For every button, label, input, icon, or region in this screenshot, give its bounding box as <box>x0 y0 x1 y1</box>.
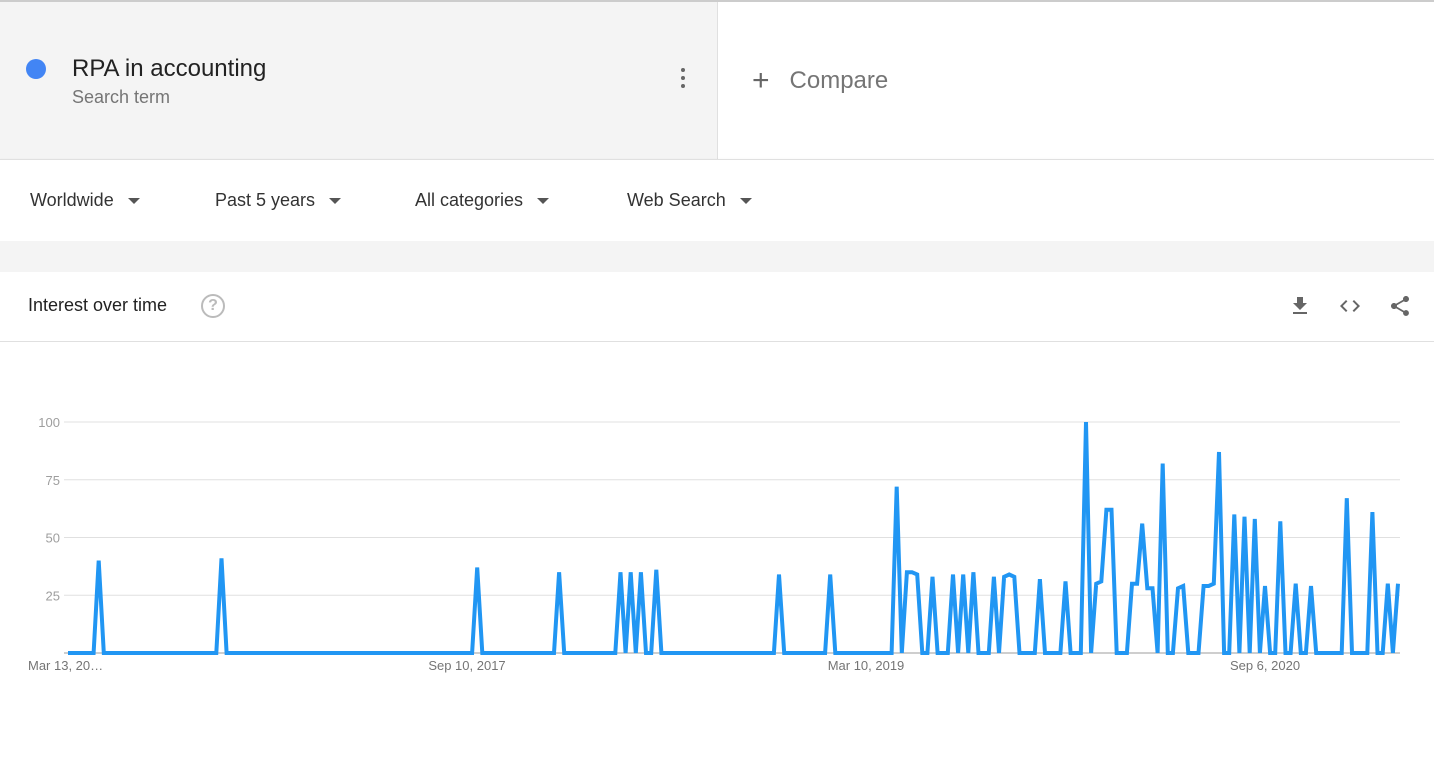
card-title: Interest over time <box>28 295 168 315</box>
search-term-subtitle: Search term <box>72 87 171 107</box>
y-tick-label: 50 <box>46 531 60 546</box>
filter-label: Past 5 years <box>215 190 316 210</box>
search-term-name: RPA in accounting <box>72 55 267 82</box>
dropdown-arrow-icon <box>537 197 550 204</box>
y-tick-label: 75 <box>46 473 60 488</box>
series-color-dot <box>26 59 46 79</box>
filter-bar: Worldwide Past 5 years All categories We… <box>0 159 1434 241</box>
filter-location[interactable]: Worldwide <box>30 190 140 211</box>
dropdown-arrow-icon <box>127 197 140 204</box>
embed-icon[interactable] <box>1338 294 1362 318</box>
y-tick-label: 100 <box>38 415 60 430</box>
interest-over-time-chart: 25 50 75 100 Mar 13, 20… Sep 10, 2017 Mar 10, … <box>28 415 1400 673</box>
x-tick-label: Sep 6, 2020 <box>1230 658 1300 673</box>
x-tick-label: Mar 10, 2019 <box>828 658 905 673</box>
y-tick-label: 25 <box>46 588 60 603</box>
filter-category[interactable]: All categories <box>415 190 550 211</box>
help-icon[interactable]: ? <box>201 294 225 318</box>
filter-search-type[interactable]: Web Search <box>627 190 752 211</box>
top-border <box>0 0 1434 2</box>
x-tick-label: Sep 10, 2017 <box>428 658 505 673</box>
search-term-panel[interactable]: RPA in accounting Search term <box>0 2 718 159</box>
compare-label: Compare <box>789 67 889 94</box>
compare-button[interactable]: + Compare <box>752 64 888 98</box>
filter-label: Worldwide <box>30 190 114 210</box>
dropdown-arrow-icon <box>329 197 342 204</box>
share-icon[interactable] <box>1388 294 1412 318</box>
plus-icon: + <box>752 64 770 97</box>
more-vert-icon[interactable] <box>672 68 694 94</box>
filter-label: All categories <box>415 190 524 210</box>
download-icon[interactable] <box>1288 294 1312 318</box>
dropdown-arrow-icon <box>739 197 752 204</box>
card-divider <box>0 341 1434 342</box>
x-tick-label: Mar 13, 20… <box>28 658 103 673</box>
filter-time-range[interactable]: Past 5 years <box>215 190 342 211</box>
filter-label: Web Search <box>627 190 726 210</box>
separator-band <box>0 241 1434 272</box>
